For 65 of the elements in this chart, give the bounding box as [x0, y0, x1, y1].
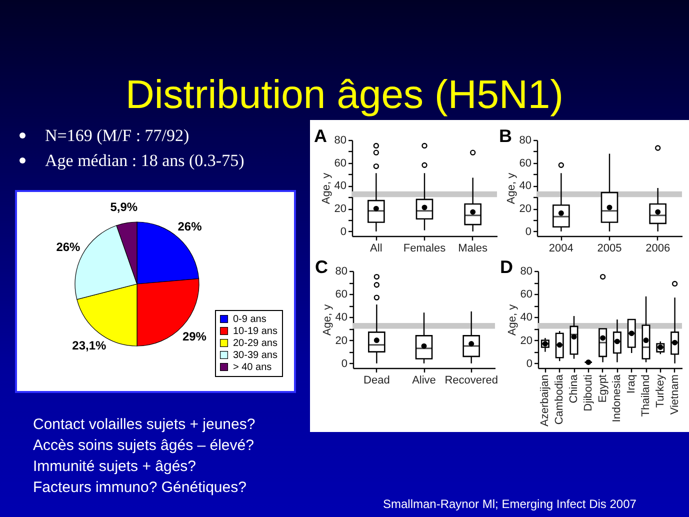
legend-label: 20-29 ans: [233, 338, 278, 349]
legend-label: > 40 ans: [233, 362, 272, 373]
x-tick-label: Azerbaijan: [539, 374, 552, 426]
y-tick-label: 0: [340, 226, 346, 238]
y-tick-label: 80: [334, 134, 346, 146]
chart-title: B: [499, 126, 512, 146]
y-tick-label: 0: [525, 226, 532, 238]
y-tick-label: 40: [334, 180, 346, 192]
y-tick-label: 0: [526, 358, 532, 370]
y-tick-label: 80: [520, 266, 532, 278]
text: Distribution âges (H5N1): [124, 72, 564, 119]
x-tick-label: Alive: [412, 374, 436, 386]
y-tick-label: 60: [335, 288, 348, 301]
x-tick-label: Cambodia: [554, 374, 566, 425]
y-tick-label: 20: [520, 334, 532, 347]
y-axis-title: Age, y: [321, 304, 334, 336]
legend-label: 0-9 ans: [233, 314, 266, 325]
data-label: 26%: [56, 240, 81, 254]
legend-label: 30-39 ans: [233, 350, 278, 361]
x-tick-label: Djibouti: [582, 374, 594, 412]
x-tick-label: China: [568, 374, 580, 404]
text: Age médian : 18 ans (0.3-75): [45, 151, 244, 170]
data-label: 5,9%: [110, 200, 138, 214]
y-axis-title: Age, y: [505, 172, 518, 204]
y-tick-label: 60: [520, 288, 532, 301]
y-axis-title: Age, y: [506, 304, 518, 336]
data-label: 26%: [178, 220, 202, 234]
legend-label: 10-19 ans: [233, 326, 278, 337]
x-tick-label: Dead: [364, 374, 390, 386]
y-tick-label: 40: [335, 312, 348, 324]
x-tick-label: Egypt: [596, 374, 609, 403]
x-tick-label: Thailand: [640, 374, 652, 417]
y-tick-label: 20: [519, 203, 532, 216]
x-tick-label: Males: [458, 242, 488, 254]
chart-title: C: [315, 257, 328, 277]
text: Smallman-Raynor Ml; Emerging Infect Dis 2007: [383, 497, 636, 511]
data-label: 29%: [182, 330, 207, 344]
y-tick-label: 80: [519, 134, 532, 146]
y-tick-label: 20: [334, 203, 346, 216]
y-tick-label: 60: [334, 157, 346, 170]
x-tick-label: 2006: [646, 242, 670, 254]
y-tick-label: 40: [520, 312, 532, 324]
x-tick-label: Vietnam: [668, 374, 681, 415]
x-tick-label: Indonesia: [611, 374, 624, 422]
x-tick-label: Turkey: [654, 374, 666, 408]
y-tick-label: 40: [519, 180, 532, 192]
x-tick-label: 2004: [548, 242, 574, 254]
x-tick-label: Recovered: [444, 374, 498, 386]
text: Contact volailles sujets + jeunes?: [33, 415, 256, 435]
y-tick-label: 80: [335, 266, 348, 278]
chart-title: D: [500, 257, 513, 277]
y-tick-label: 0: [341, 358, 348, 370]
x-tick-label: 2005: [597, 242, 622, 254]
x-tick-label: Females: [403, 242, 446, 254]
chart-title: A: [314, 126, 327, 146]
data-label: 23,1%: [72, 338, 107, 353]
y-axis-title: Age, y: [320, 172, 332, 204]
text: Accès soins sujets âgés – élevé?: [33, 436, 255, 456]
text: Facteurs immuno? Génétiques?: [33, 478, 248, 498]
y-tick-label: 20: [335, 334, 348, 347]
x-tick-label: All: [370, 242, 382, 254]
y-tick-label: 60: [519, 157, 532, 170]
text: N=169 (M/F : 77/92): [45, 126, 190, 145]
x-tick-label: Iraq: [626, 374, 638, 394]
text: Immunité sujets + âgés?: [33, 457, 198, 477]
